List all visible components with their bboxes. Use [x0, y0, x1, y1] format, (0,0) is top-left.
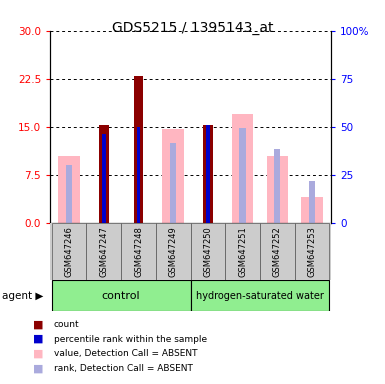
Bar [137, 127, 140, 223]
Bar [170, 143, 176, 223]
Text: value, Detection Call = ABSENT: value, Detection Call = ABSENT [54, 349, 198, 358]
Bar [102, 134, 105, 223]
Text: GSM647247: GSM647247 [99, 226, 108, 277]
Bar [162, 129, 184, 223]
Bar [156, 223, 191, 280]
Bar [52, 280, 191, 311]
Bar [191, 223, 225, 280]
Bar [121, 223, 156, 280]
Bar [66, 165, 72, 223]
Text: count: count [54, 320, 80, 329]
Text: ■: ■ [33, 363, 44, 373]
Text: GSM647250: GSM647250 [203, 226, 213, 277]
Text: rank, Detection Call = ABSENT: rank, Detection Call = ABSENT [54, 364, 193, 373]
Bar [274, 149, 280, 223]
Text: ■: ■ [33, 349, 44, 359]
Text: ■: ■ [33, 319, 44, 329]
Bar [239, 128, 246, 223]
Text: agent ▶: agent ▶ [2, 291, 43, 301]
Bar [206, 126, 210, 223]
Text: GSM647246: GSM647246 [65, 226, 74, 277]
Text: GSM647251: GSM647251 [238, 226, 247, 277]
Bar [59, 156, 80, 223]
Text: control: control [102, 291, 141, 301]
Text: hydrogen-saturated water: hydrogen-saturated water [196, 291, 324, 301]
Bar [260, 223, 295, 280]
Bar [52, 223, 87, 280]
Bar [301, 197, 323, 223]
Bar [266, 156, 288, 223]
Text: ■: ■ [33, 334, 44, 344]
Text: GSM647249: GSM647249 [169, 226, 178, 277]
Bar [225, 223, 260, 280]
Bar [134, 76, 143, 223]
Text: GSM647252: GSM647252 [273, 226, 282, 277]
Text: GDS5215 / 1395143_at: GDS5215 / 1395143_at [112, 21, 273, 35]
Text: GSM647253: GSM647253 [308, 226, 316, 277]
Bar [295, 223, 329, 280]
Text: GSM647248: GSM647248 [134, 226, 143, 277]
Text: percentile rank within the sample: percentile rank within the sample [54, 334, 207, 344]
Bar [309, 181, 315, 223]
Bar [99, 126, 109, 223]
Bar [232, 114, 253, 223]
Bar [87, 223, 121, 280]
Bar [203, 126, 213, 223]
Bar [191, 280, 329, 311]
